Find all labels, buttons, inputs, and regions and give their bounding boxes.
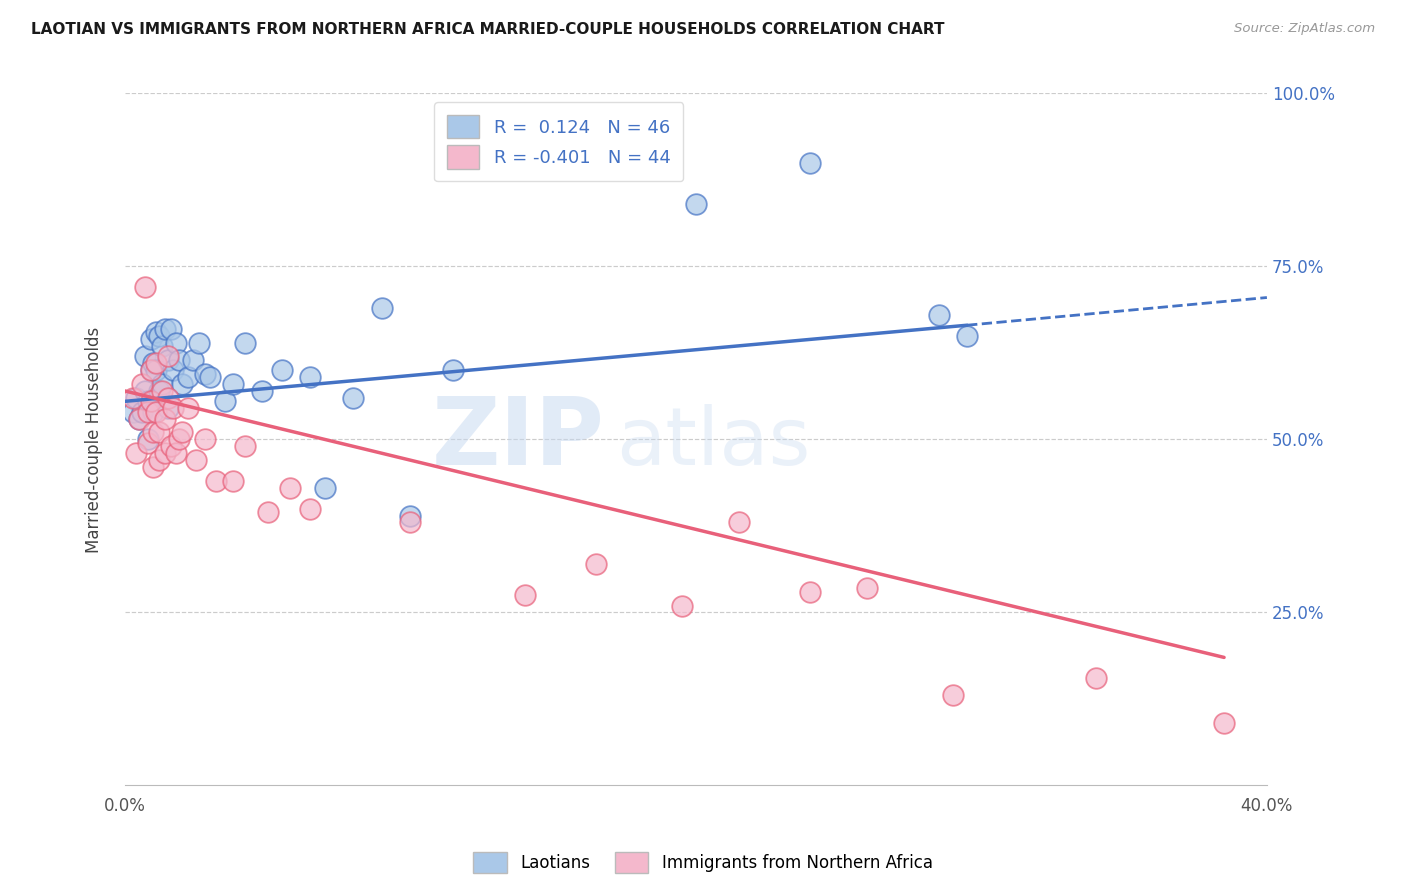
Point [167,352,190,367]
Point [136,433,159,447]
Legend: Laotians, Immigrants from Northern Africa: Laotians, Immigrants from Northern Afric… [467,846,939,880]
Point [148,453,170,467]
Text: Source: ZipAtlas.com: Source: ZipAtlas.com [1234,22,1375,36]
Point [125,391,148,405]
Point [214,394,236,409]
Point [150,377,173,392]
Point [942,689,965,703]
Point [186,453,208,467]
Point [159,321,181,335]
Point [170,425,193,440]
Point [150,339,173,353]
Point [134,384,156,398]
Point [153,411,176,425]
Point [233,439,256,453]
Point [856,581,879,595]
Point [148,384,170,398]
Point [156,349,179,363]
Point [956,328,979,343]
Point [371,301,394,315]
Point [128,411,150,425]
Point [176,401,198,416]
Point [136,405,159,419]
Point [145,325,167,339]
Point [159,439,181,453]
Point [183,352,205,367]
Point [148,425,170,440]
Point [145,363,167,377]
Point [165,335,187,350]
Point [188,335,211,350]
Point [222,377,245,392]
Point [314,481,336,495]
Point [441,363,464,377]
Point [280,481,302,495]
Point [142,356,165,370]
Point [153,446,176,460]
Point [145,405,167,419]
Point [131,377,153,392]
Point [194,433,217,447]
Point [142,425,165,440]
Point [122,405,145,419]
Point [131,405,153,419]
Point [150,384,173,398]
Point [399,508,422,523]
Point [585,557,607,571]
Point [928,308,950,322]
Point [167,433,190,447]
Point [128,411,150,425]
Point [156,401,179,416]
Point [153,321,176,335]
Point [125,446,148,460]
Point [139,394,162,409]
Point [222,474,245,488]
Point [156,391,179,405]
Point [671,599,693,613]
Point [205,474,228,488]
Point [139,332,162,346]
Point [142,460,165,475]
Point [156,352,179,367]
Point [136,394,159,409]
Point [1213,716,1236,731]
Point [256,505,278,519]
Point [727,516,749,530]
Legend: R =  0.124   N = 46, R = -0.401   N = 44: R = 0.124 N = 46, R = -0.401 N = 44 [434,103,683,181]
Point [145,356,167,370]
Point [233,335,256,350]
Point [162,363,184,377]
Point [162,401,184,416]
Point [299,370,322,384]
Point [399,516,422,530]
Point [799,584,821,599]
Point [513,588,536,602]
Point [1084,671,1107,685]
Point [139,363,162,377]
Point [200,370,222,384]
Point [250,384,273,398]
Point [139,363,162,377]
Point [122,391,145,405]
Point [142,405,165,419]
Point [134,349,156,363]
Point [136,435,159,450]
Point [342,391,364,405]
Point [270,363,292,377]
Text: atlas: atlas [616,404,810,482]
Point [148,328,170,343]
Y-axis label: Married-couple Households: Married-couple Households [86,326,103,552]
Point [685,197,707,211]
Point [176,370,198,384]
Text: LAOTIAN VS IMMIGRANTS FROM NORTHERN AFRICA MARRIED-COUPLE HOUSEHOLDS CORRELATION: LAOTIAN VS IMMIGRANTS FROM NORTHERN AFRI… [31,22,945,37]
Point [134,280,156,294]
Point [170,377,193,392]
Text: ZIP: ZIP [432,393,605,485]
Point [165,446,187,460]
Point [799,155,821,169]
Point [194,367,217,381]
Point [299,501,322,516]
